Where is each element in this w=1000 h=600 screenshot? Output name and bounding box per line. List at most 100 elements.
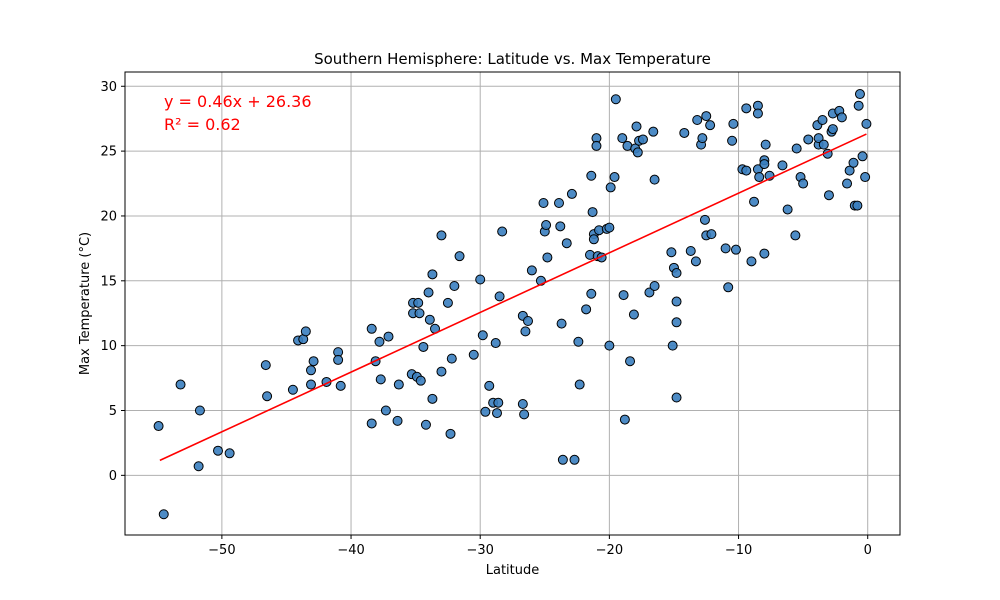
y-tick-label: 10 — [100, 339, 117, 354]
scatter-point — [436, 230, 447, 241]
y-tick-label: 25 — [100, 145, 117, 160]
scatter-point — [844, 165, 855, 176]
x-tick-label: −10 — [725, 543, 752, 558]
x-tick-label: −40 — [337, 543, 364, 558]
scatter-point — [158, 509, 169, 520]
scatter-point — [375, 374, 386, 385]
scatter-point — [557, 454, 568, 465]
y-tick-label: 0 — [109, 469, 117, 484]
scatter-point — [720, 243, 731, 254]
x-tick-label: −50 — [208, 543, 235, 558]
scatter-point — [588, 234, 599, 245]
scatter-point — [649, 280, 660, 291]
scatter-point — [586, 170, 597, 181]
regression-equation: y = 0.46x + 26.36 — [164, 92, 312, 111]
scatter-point — [442, 297, 453, 308]
scatter-point — [454, 251, 465, 262]
scatter-point — [610, 94, 621, 105]
scatter-point — [555, 221, 566, 232]
x-tick-label: −30 — [466, 543, 493, 558]
scatter-point — [637, 134, 648, 145]
scatter-point — [538, 197, 549, 208]
scatter-point — [517, 399, 528, 410]
scatter-point — [484, 380, 495, 391]
scatter-point — [648, 126, 659, 137]
scatter-point — [609, 172, 620, 183]
regression-line-group — [159, 133, 867, 462]
scatter-point — [798, 178, 809, 189]
scatter-point — [490, 338, 501, 349]
scatter-point — [619, 414, 630, 425]
scatter-point — [300, 326, 311, 337]
scatter-point — [759, 248, 770, 259]
scatter-point — [554, 197, 564, 208]
scatter-point — [817, 114, 828, 125]
scatter-point — [475, 274, 486, 285]
scatter-point — [366, 418, 377, 429]
scatter-point — [617, 133, 628, 144]
plot-frame — [124, 71, 901, 536]
scatter-point — [224, 448, 235, 459]
scatter-point — [705, 120, 716, 131]
scatter-point — [823, 190, 834, 201]
scatter-point — [335, 380, 346, 391]
scatter-point — [581, 304, 592, 315]
scatter-point — [526, 265, 537, 276]
scatter-point — [542, 252, 553, 263]
scatter-point — [861, 118, 872, 129]
scatter-point — [618, 290, 629, 301]
scatter-point — [383, 331, 394, 342]
scatter-point — [175, 379, 186, 390]
scatter-point — [649, 174, 660, 185]
scatter-point — [306, 379, 316, 390]
scatter-point — [415, 375, 426, 386]
scatter-point — [777, 160, 788, 171]
scatter-point — [424, 314, 435, 325]
scatter-point — [477, 330, 488, 341]
scatter-point — [671, 268, 682, 279]
scatter-point — [706, 229, 717, 240]
x-tick-label: 0 — [864, 543, 872, 558]
scatter-point — [380, 405, 391, 416]
scatter-point — [308, 356, 319, 367]
scatter-point — [213, 445, 223, 456]
scatter-point — [803, 134, 814, 145]
scatter-point — [418, 341, 429, 352]
scatter-point — [392, 415, 403, 426]
scatter-point — [860, 172, 871, 183]
x-axis-label: Latitude — [486, 563, 540, 578]
scatter-point — [573, 336, 584, 347]
scatter-point — [671, 317, 682, 328]
scatter-point — [813, 133, 824, 144]
scatter-point — [746, 256, 757, 267]
scatter-point — [366, 323, 377, 334]
scatter-point — [749, 196, 760, 207]
scatter-point — [493, 397, 504, 408]
scatter-point — [671, 296, 682, 307]
scatter-point — [569, 454, 580, 465]
scatter-point — [393, 379, 404, 390]
scatter-point — [260, 360, 271, 371]
scatter-point — [667, 340, 678, 351]
scatter-point — [685, 245, 696, 256]
scatter-point — [692, 114, 703, 125]
scatter-point — [427, 393, 438, 404]
scatter-point — [193, 461, 204, 472]
scatter-point — [556, 318, 567, 329]
scatter-point — [644, 287, 655, 298]
r-squared-label: R² = 0.62 — [164, 115, 241, 134]
scatter-point — [728, 118, 739, 129]
scatter-point — [287, 384, 298, 395]
scatter-point — [374, 336, 385, 347]
scatter-point — [852, 200, 863, 211]
scatter-point — [628, 309, 639, 320]
scatter-point — [446, 353, 457, 364]
scatter-point — [818, 139, 829, 150]
regression-line — [159, 133, 867, 462]
scatter-point — [848, 157, 859, 168]
scatter-point — [519, 409, 530, 420]
axis-ticks: −50 −40 −30 −20 −10 0 0 5 10 15 20 25 30 — [100, 80, 871, 558]
scatter-point — [690, 256, 701, 267]
